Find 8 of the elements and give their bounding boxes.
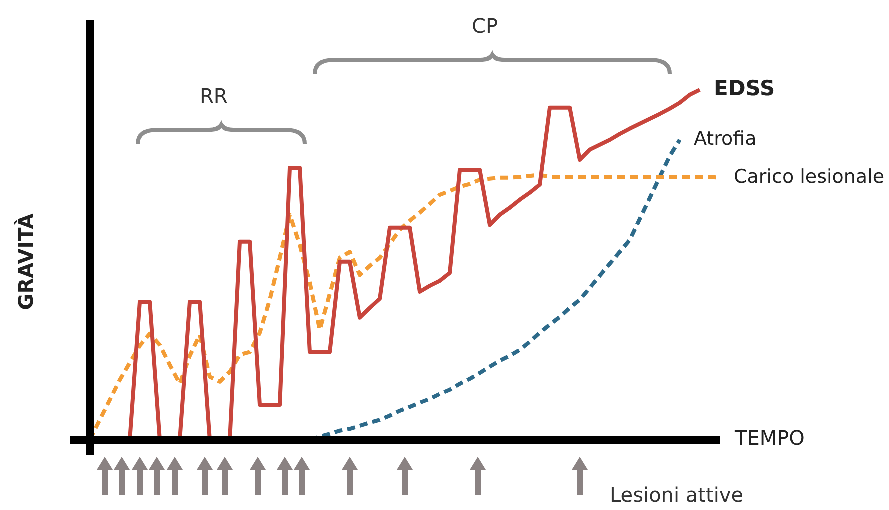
x-axis-title: TEMPO bbox=[734, 426, 805, 450]
series-label: Atrofia bbox=[694, 128, 757, 150]
series-label: Carico lesionale bbox=[734, 166, 885, 188]
text: Lesioni attive bbox=[610, 483, 744, 507]
y-axis-title: GRAVITÀ bbox=[14, 214, 38, 310]
series-label: EDSS bbox=[714, 76, 776, 100]
annotation: RR bbox=[200, 84, 228, 108]
text: CP bbox=[472, 14, 498, 38]
